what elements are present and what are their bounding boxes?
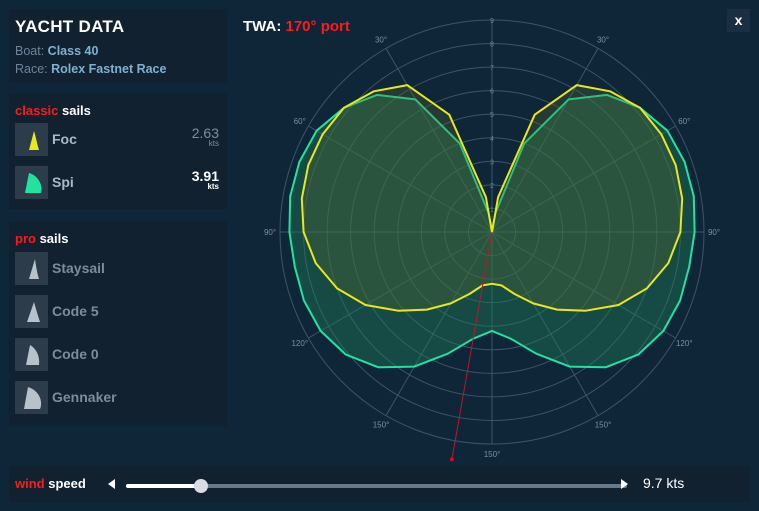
sail-name: Foc xyxy=(52,131,77,147)
wind-label-rest: speed xyxy=(44,476,86,491)
sail-speed: 3.91 kts xyxy=(192,169,219,191)
polar-grid-spoke xyxy=(491,231,676,339)
sail-row-foc[interactable]: Foc 2.63 kts xyxy=(15,123,222,156)
twa-readout: TWA: 170° port xyxy=(243,18,350,35)
boat-value: Class 40 xyxy=(47,44,99,58)
twa-marker xyxy=(449,457,454,462)
angle-tick-label: 90° xyxy=(708,228,720,237)
race-label: Race: xyxy=(15,62,48,76)
angle-tick-label: 150° xyxy=(373,420,390,429)
series-foc-curve xyxy=(300,84,684,312)
radial-tick-label: 7 xyxy=(490,65,494,72)
radial-tick-label: 5 xyxy=(490,112,494,119)
staysail-icon xyxy=(15,252,48,285)
sail-speed-unit: kts xyxy=(208,139,219,148)
boat-info: Boat: Class 40 xyxy=(15,44,98,58)
series-spi-curve xyxy=(288,93,696,369)
sail-row-spi[interactable]: Spi 3.91 kts xyxy=(15,166,222,199)
angle-tick-label: 30° xyxy=(375,36,387,45)
code5-sail-icon xyxy=(15,295,48,328)
close-button[interactable]: x xyxy=(727,9,750,32)
twa-line xyxy=(451,231,493,460)
radial-tick-label: 8 xyxy=(490,42,494,49)
wind-speed-label: wind speed xyxy=(15,476,86,491)
code0-sail-icon xyxy=(15,338,48,371)
gennaker-sail-icon xyxy=(15,381,48,414)
boat-label: Boat: xyxy=(15,44,45,58)
wind-accent: wind xyxy=(15,476,45,491)
classic-sails-title: classic sails xyxy=(15,103,91,118)
angle-tick-label: 90° xyxy=(264,228,276,237)
sail-speed-value: 2.63 xyxy=(191,125,219,141)
sail-row-code5[interactable]: Code 5 xyxy=(15,295,222,328)
classic-sails-panel: classic sails Foc 2.63 kts Spi 3.91 kts xyxy=(9,93,228,209)
angle-tick-label: 30° xyxy=(597,36,609,45)
polar-grid-spoke xyxy=(385,231,493,416)
radial-tick-label: 4 xyxy=(490,136,494,143)
polar-grid-spoke xyxy=(385,48,493,233)
sail-name: Gennaker xyxy=(52,389,117,405)
polar-grid-spoke xyxy=(308,125,493,233)
sail-name: Spi xyxy=(52,174,74,190)
pro-sails-panel: pro sails Staysail Code 5 Code 0 Gennake… xyxy=(9,221,228,426)
jib-sail-icon xyxy=(15,123,48,156)
radial-tick-label: 1 xyxy=(490,206,494,213)
polar-grid-spoke xyxy=(491,48,599,233)
sail-name: Code 5 xyxy=(52,303,99,319)
sail-row-gennaker[interactable]: Gennaker xyxy=(15,381,222,414)
slider-fill xyxy=(126,484,202,488)
sail-speed-value: 3.91 xyxy=(191,168,219,184)
panel-title: YACHT DATA xyxy=(15,17,125,36)
twa-value: 170° port xyxy=(285,18,350,35)
pro-sails-title: pro sails xyxy=(15,231,68,246)
angle-tick-label: 120° xyxy=(676,339,693,348)
sail-name: Staysail xyxy=(52,260,105,276)
polar-grid-spoke xyxy=(308,231,493,339)
polar-chart: 1 2 3 4 5 6 7 8 9 30° 30° 60° 60° 90° 90° 120° 120° 150° 1… xyxy=(264,18,720,462)
radial-tick-label: 9 xyxy=(490,18,494,25)
angle-tick-label: 150° xyxy=(595,420,612,429)
wind-speed-bar: wind speed 9.7 kts xyxy=(9,466,750,501)
angle-tick-label: 60° xyxy=(678,117,690,126)
radial-tick-label: 2 xyxy=(490,183,494,190)
sail-row-staysail[interactable]: Staysail xyxy=(15,252,222,285)
twa-label: TWA: xyxy=(243,18,282,35)
angle-tick-label: 150° xyxy=(484,450,501,459)
decrease-arrow-icon[interactable] xyxy=(108,479,115,489)
angle-tick-label: 60° xyxy=(294,117,306,126)
slider-thumb[interactable] xyxy=(194,479,209,493)
radial-tick-label: 6 xyxy=(490,89,494,96)
sail-row-code0[interactable]: Code 0 xyxy=(15,338,222,371)
race-info: Race: Rolex Fastnet Race xyxy=(15,62,166,76)
sail-speed: 2.63 kts xyxy=(192,126,219,148)
radial-tick-label: 3 xyxy=(490,159,494,166)
sail-name: Code 0 xyxy=(52,346,99,362)
spinnaker-sail-icon xyxy=(15,166,48,199)
angle-tick-label: 120° xyxy=(291,339,308,348)
yacht-data-panel: YACHT DATA Boat: Class 40 Race: Rolex Fa… xyxy=(9,9,228,83)
sail-speed-unit: kts xyxy=(207,182,219,191)
race-value: Rolex Fastnet Race xyxy=(51,62,167,76)
pro-title-rest: sails xyxy=(35,231,69,246)
polar-grid-spoke xyxy=(491,125,676,233)
wind-speed-value: 9.7 kts xyxy=(643,475,685,491)
polar-grid-spoke xyxy=(491,231,599,416)
pro-accent: pro xyxy=(15,231,36,246)
increase-arrow-icon[interactable] xyxy=(621,479,628,489)
classic-title-rest: sails xyxy=(58,103,91,118)
wind-speed-slider[interactable] xyxy=(126,479,627,493)
classic-accent: classic xyxy=(15,103,59,118)
